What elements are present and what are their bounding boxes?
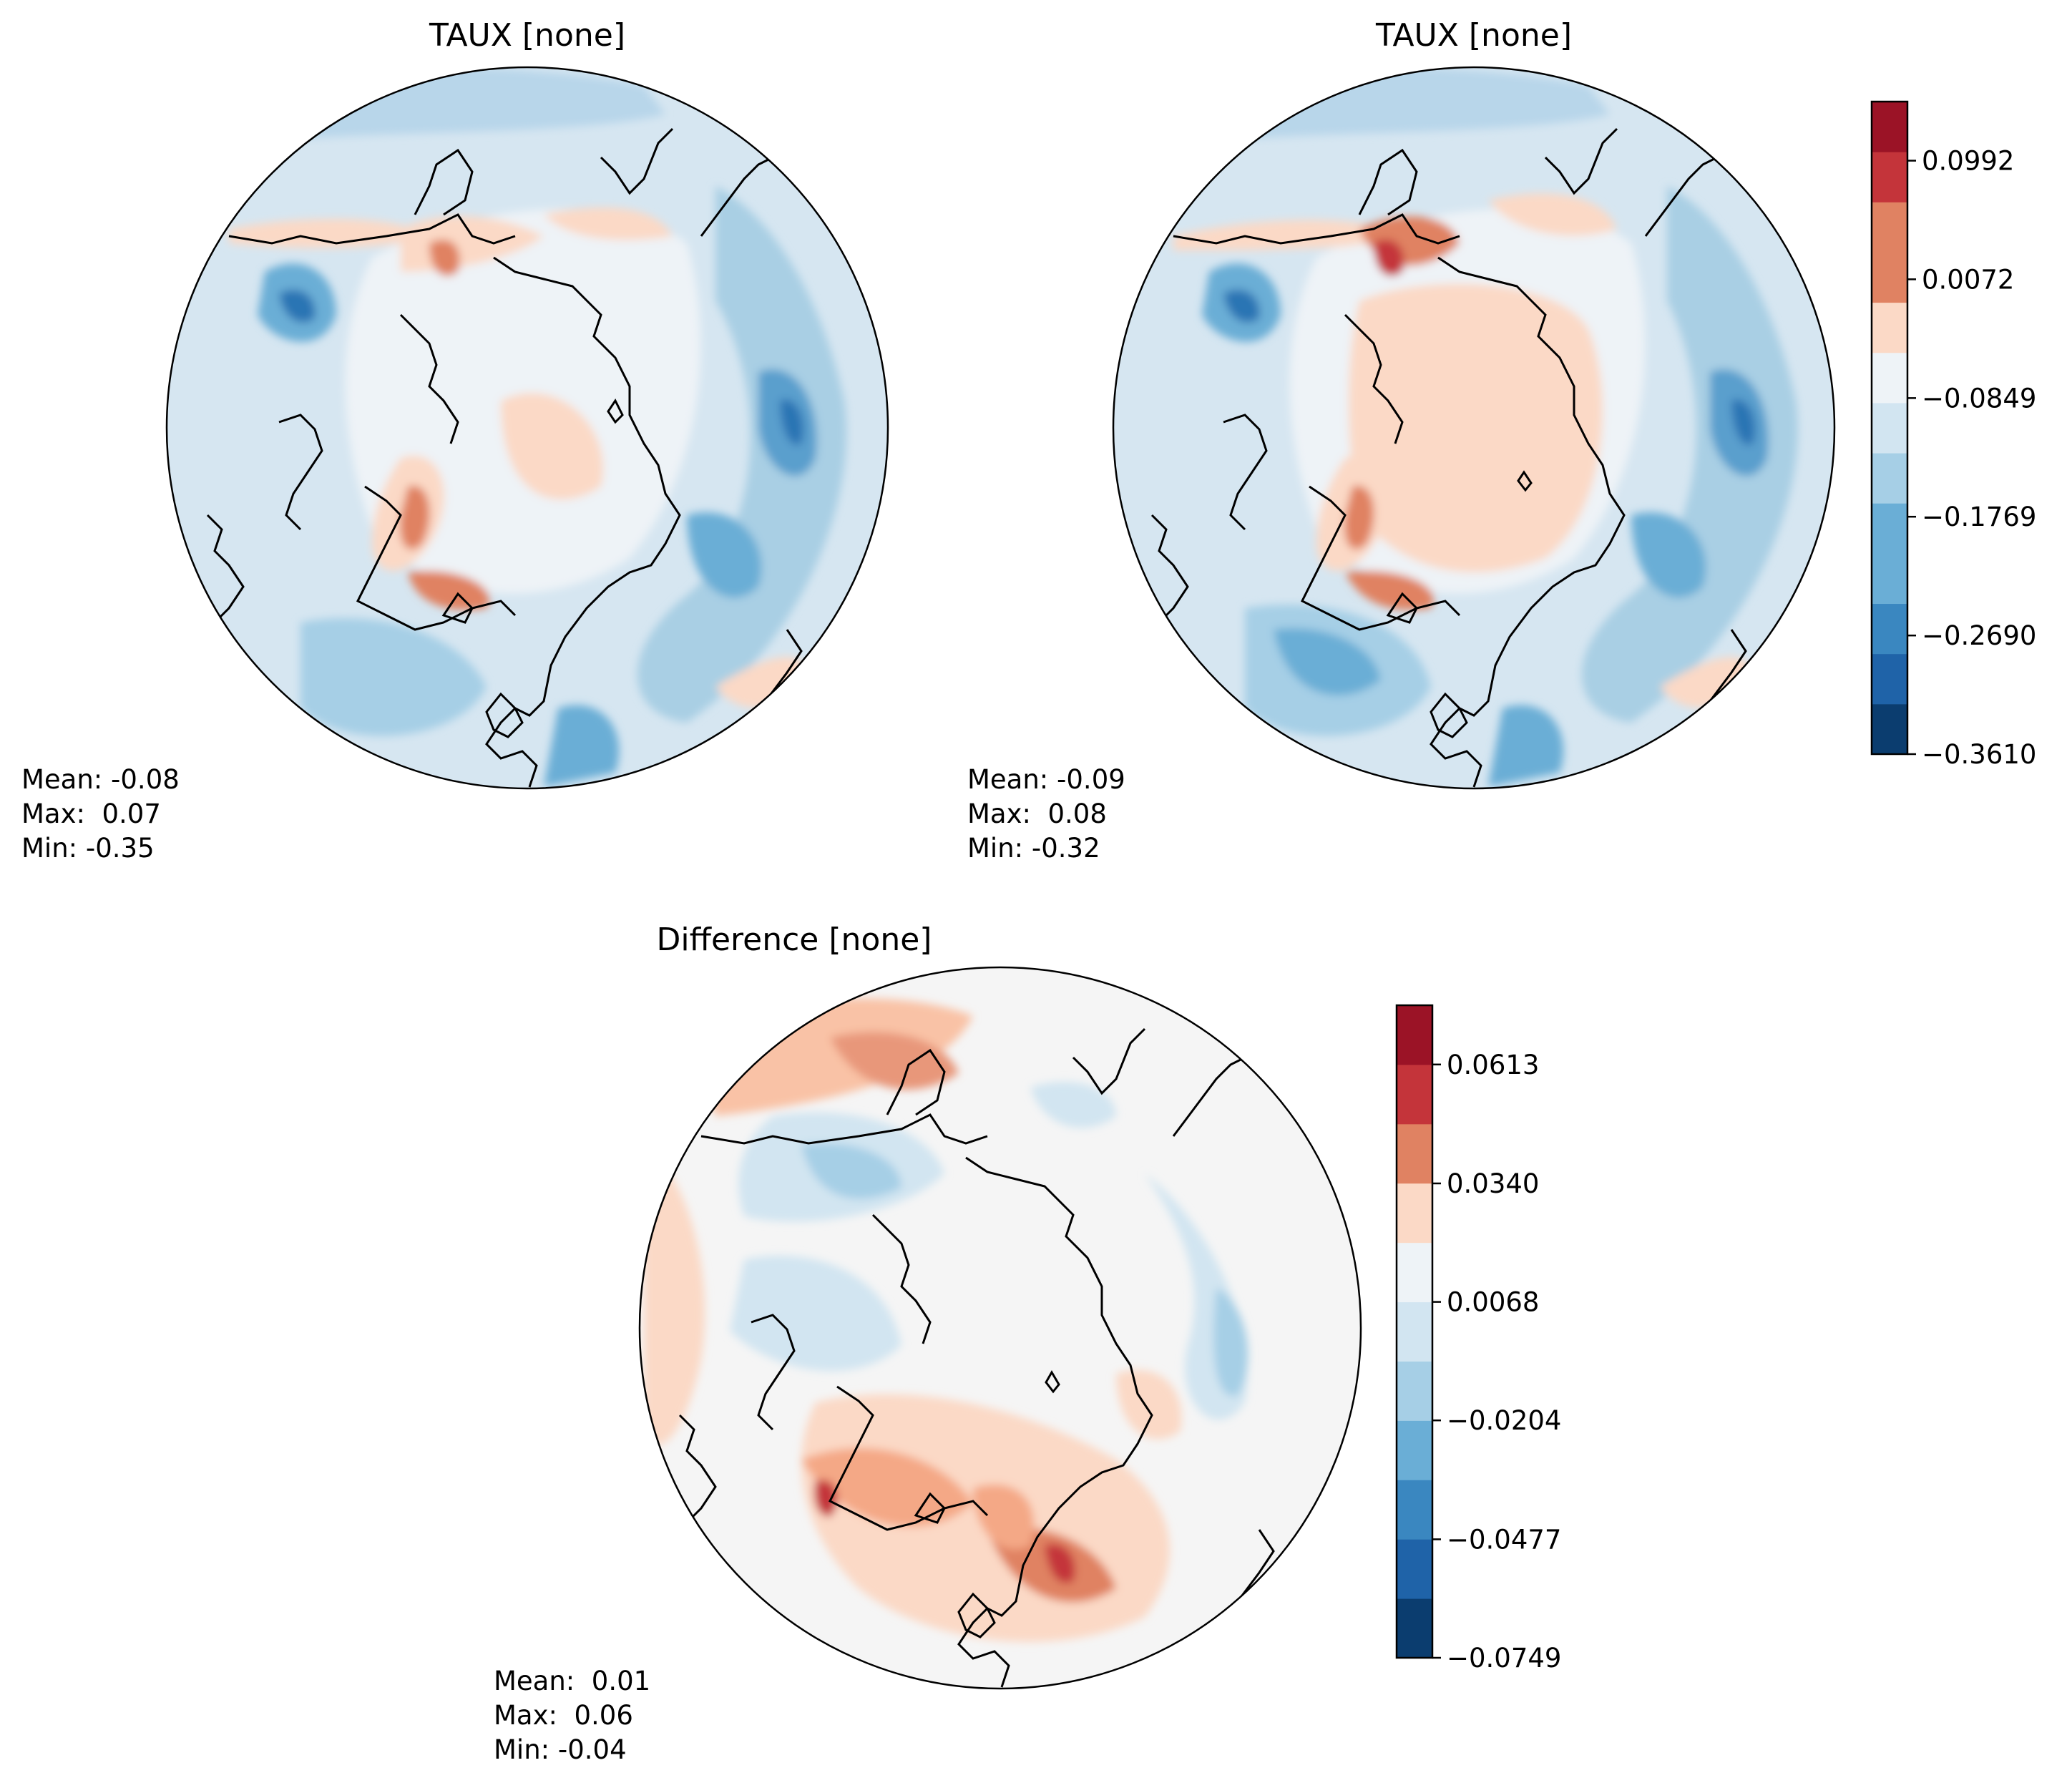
mean-label: Mean: -0.08	[21, 764, 180, 795]
panel-title: TAUX [none]	[1375, 17, 1572, 54]
colorbar-level	[1397, 1005, 1432, 1065]
colorbar-tick-label: −0.0477	[1447, 1524, 1561, 1555]
colorbar-tick-label: 0.0072	[1922, 264, 2014, 295]
panel-title: Difference [none]	[657, 922, 932, 958]
min-label: Min: -0.35	[21, 833, 155, 864]
colorbar-level	[1397, 1064, 1432, 1125]
colorbar-level	[1872, 453, 1907, 504]
colorbar-tick-label: −0.2690	[1922, 620, 2036, 651]
colorbar-main: 0.0992 0.0072 −0.0849 −0.1769 −0.2690 −0.3610	[1870, 100, 2036, 770]
map-panel-reference: TAUX [none]	[967, 17, 1836, 864]
max-label: Max: 0.07	[21, 798, 161, 829]
colorbar-level	[1872, 302, 1907, 353]
panel-title: TAUX [none]	[429, 17, 625, 54]
colorbar-tick-label: −0.0749	[1447, 1643, 1561, 1674]
min-label: Min: -0.32	[967, 833, 1100, 864]
colorbar-level	[1397, 1123, 1432, 1184]
colorbar-tick-label: 0.0068	[1447, 1287, 1539, 1318]
map-panel-test: TAUX [none]	[21, 17, 889, 864]
colorbar-difference: 0.0613 0.0340 0.0068 −0.0204 −0.0477 −0.0749	[1395, 1004, 1561, 1674]
colorbar-level	[1872, 102, 1907, 152]
colorbar-level	[1397, 1242, 1432, 1303]
max-label: Max: 0.08	[967, 798, 1107, 829]
colorbar-tick-label: −0.1769	[1922, 502, 2036, 532]
colorbar-level	[1397, 1301, 1432, 1362]
min-label: Min: -0.04	[494, 1734, 627, 1765]
colorbar-frame	[1395, 1004, 1434, 1659]
colorbar-level	[1872, 653, 1907, 705]
colorbar-level	[1397, 1480, 1432, 1540]
colorbar-frame	[1870, 100, 1909, 756]
colorbar-level	[1872, 402, 1907, 454]
coastlines	[206, 127, 816, 788]
mean-label: Mean: 0.01	[494, 1666, 650, 1696]
colorbar-tick-label: 0.0340	[1447, 1168, 1539, 1199]
max-label: Max: 0.06	[494, 1700, 633, 1731]
colorbar-tick-label: 0.0992	[1922, 146, 2014, 177]
colorbar-level	[1872, 603, 1907, 655]
colorbar-level	[1872, 352, 1907, 404]
coastlines	[678, 1027, 1289, 1688]
colorbar-level	[1397, 1598, 1432, 1658]
colorbar-level	[1397, 1361, 1432, 1421]
contour-field	[167, 67, 888, 788]
map-panel-difference: Difference [none]	[494, 922, 1362, 1765]
mean-label: Mean: -0.09	[967, 764, 1125, 795]
colorbar-level	[1872, 503, 1907, 554]
colorbar-tick-label: −0.3610	[1922, 739, 2036, 770]
colorbar-level	[1872, 152, 1907, 202]
colorbar-level	[1872, 202, 1907, 253]
colorbar-tick-label: 0.0613	[1447, 1050, 1539, 1080]
colorbar-level	[1872, 553, 1907, 605]
colorbar-level	[1872, 252, 1907, 303]
colorbar-level	[1397, 1183, 1432, 1244]
colorbar-tick-label: −0.0849	[1922, 383, 2036, 414]
colorbar-level	[1872, 703, 1907, 755]
colorbar-level	[1397, 1420, 1432, 1480]
colorbar-tick-label: −0.0204	[1447, 1405, 1561, 1436]
colorbar-level	[1397, 1539, 1432, 1599]
contour-field	[1113, 67, 1834, 788]
coastlines	[1150, 127, 1761, 788]
